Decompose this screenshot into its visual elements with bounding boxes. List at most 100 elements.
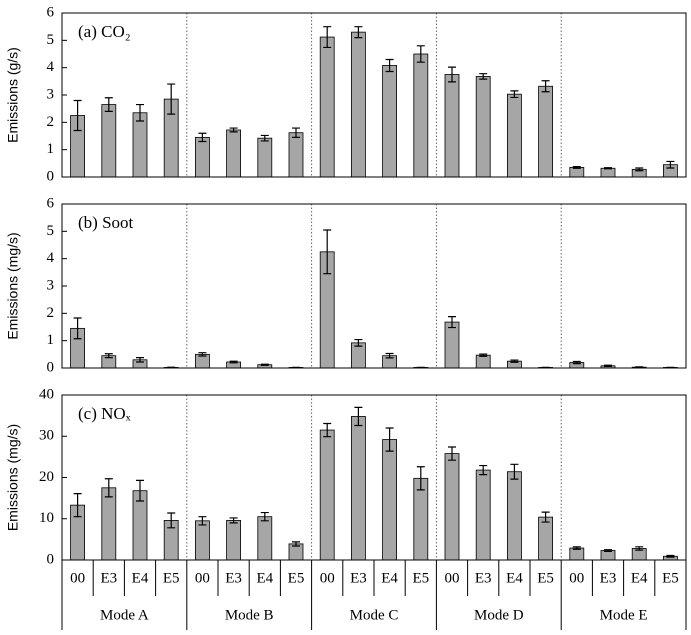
y-tick-label: 6 <box>47 195 55 211</box>
y-tick-label: 2 <box>47 305 55 321</box>
error-bar <box>73 492 82 518</box>
x-tick-label: E5 <box>163 570 180 586</box>
error-bar <box>198 352 207 357</box>
error-bar <box>229 517 238 524</box>
bar <box>475 76 491 178</box>
bar <box>350 416 366 561</box>
y-tick-label: 0 <box>47 359 55 375</box>
bar <box>257 137 273 178</box>
error-bar <box>323 229 332 275</box>
error-bar <box>510 359 519 363</box>
y-tick-label: 6 <box>47 4 55 20</box>
x-tick-label: E4 <box>631 570 648 586</box>
error-bar <box>572 360 581 365</box>
panel-title: (b) Soot <box>78 213 134 232</box>
y-tick-label: 0 <box>47 168 55 184</box>
bar <box>538 85 553 178</box>
error-bar <box>479 353 488 357</box>
error-bar <box>292 541 300 547</box>
x-tick-label: E4 <box>381 570 398 586</box>
error-bar <box>635 167 644 172</box>
panel-title: (a) CO₂ <box>78 22 131 41</box>
error-bar <box>167 83 176 115</box>
y-tick-label: 0 <box>47 551 55 567</box>
error-bar <box>136 103 144 122</box>
x-tick-label: E3 <box>475 570 492 586</box>
error-bar <box>448 446 456 461</box>
group-label: Mode D <box>474 607 524 623</box>
y-tick-label: 30 <box>39 428 54 444</box>
error-bar <box>260 363 269 366</box>
bar <box>257 516 273 561</box>
error-bar <box>604 167 612 170</box>
bar <box>600 167 616 178</box>
error-bar <box>167 512 176 529</box>
x-tick-label: E4 <box>132 570 149 586</box>
error-bar <box>635 546 644 551</box>
error-bar <box>572 166 581 169</box>
plot-frame <box>61 394 687 561</box>
error-bar <box>198 516 207 526</box>
panel-title: (c) NOₓ <box>78 404 131 423</box>
error-bar <box>604 364 612 367</box>
error-bar <box>448 316 456 329</box>
error-bar <box>323 26 332 49</box>
error-bar <box>416 466 425 491</box>
y-axis-label: Emissions (g/s) <box>5 47 21 143</box>
y-tick-label: 5 <box>47 223 55 239</box>
bar <box>101 104 117 178</box>
y-tick-label: 4 <box>47 59 55 75</box>
error-bar <box>385 427 394 452</box>
y-tick-label: 20 <box>39 469 54 485</box>
bar <box>413 53 429 178</box>
x-tick-label: E4 <box>506 570 523 586</box>
bar <box>444 453 460 561</box>
error-bar <box>604 549 612 552</box>
bar <box>319 36 335 178</box>
y-axis-label: Emissions (mg/s) <box>5 232 21 339</box>
plot-frame <box>61 12 687 178</box>
bar <box>382 65 398 178</box>
bar <box>475 354 491 369</box>
bar <box>413 477 429 561</box>
error-bar <box>666 554 675 558</box>
x-tick-label: 00 <box>195 570 210 586</box>
error-bar <box>510 90 519 99</box>
error-bar <box>73 99 82 132</box>
bar <box>101 487 117 561</box>
x-tick-label: 00 <box>569 570 584 586</box>
bar <box>288 132 304 178</box>
y-tick-label: 40 <box>39 386 54 402</box>
error-bar <box>104 97 113 112</box>
error-bar <box>666 160 675 169</box>
y-axis-label: Emissions (mg/s) <box>5 424 21 531</box>
error-bar <box>385 58 394 73</box>
group-label: Mode B <box>225 607 274 623</box>
error-bar <box>479 73 488 80</box>
bar <box>475 469 491 561</box>
bar <box>569 167 585 178</box>
error-bar <box>354 338 363 347</box>
error-bar <box>104 478 113 498</box>
bar <box>506 93 522 178</box>
y-tick-label: 4 <box>47 250 55 266</box>
y-tick-label: 3 <box>47 86 55 102</box>
x-tick-label: E5 <box>288 570 305 586</box>
plot-frame <box>61 203 687 369</box>
error-bar <box>510 463 519 480</box>
bar <box>350 31 366 178</box>
y-tick-label: 5 <box>47 32 55 48</box>
error-bar <box>354 26 363 39</box>
y-tick-label: 1 <box>47 141 55 157</box>
y-tick-label: 2 <box>47 114 55 130</box>
error-bar <box>136 357 144 363</box>
x-tick-label: 00 <box>70 570 85 586</box>
y-tick-label: 1 <box>47 332 55 348</box>
error-bar <box>198 132 207 143</box>
bar <box>226 520 242 561</box>
x-tick-label: E3 <box>350 570 367 586</box>
error-bar <box>323 422 332 438</box>
x-tick-label: E5 <box>412 570 429 586</box>
bar <box>194 520 210 561</box>
